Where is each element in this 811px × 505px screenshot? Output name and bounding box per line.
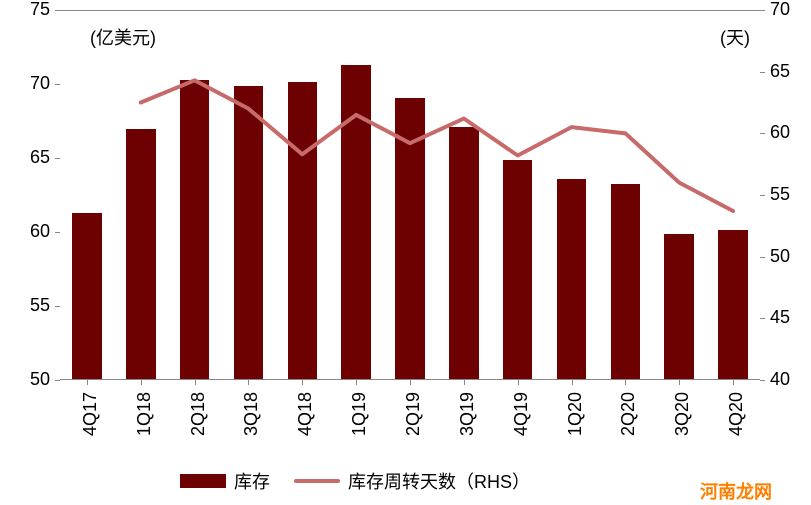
y-right-tick: 45 bbox=[770, 307, 790, 328]
y-right-tick: 65 bbox=[770, 61, 790, 82]
x-category-label: 4Q17 bbox=[80, 392, 101, 436]
bar bbox=[341, 65, 371, 379]
bar bbox=[126, 129, 156, 379]
bar bbox=[395, 98, 425, 379]
y-left-tick: 60 bbox=[0, 221, 50, 242]
watermark: 河南龙网 bbox=[700, 478, 772, 504]
y-right-tick: 40 bbox=[770, 369, 790, 390]
x-category-label: 1Q20 bbox=[565, 392, 586, 436]
x-category-label: 1Q19 bbox=[349, 392, 370, 436]
x-category-label: 4Q19 bbox=[511, 392, 532, 436]
y-left-tick: 65 bbox=[0, 147, 50, 168]
bar bbox=[611, 184, 641, 379]
x-category-label: 2Q19 bbox=[403, 392, 424, 436]
x-category-label: 4Q20 bbox=[726, 392, 747, 436]
bar bbox=[288, 82, 318, 379]
bar bbox=[449, 127, 479, 379]
bar bbox=[664, 234, 694, 379]
bar bbox=[503, 160, 533, 379]
bar bbox=[72, 213, 102, 379]
legend-line-swatch bbox=[294, 479, 340, 483]
y-left-tick: 55 bbox=[0, 295, 50, 316]
plot-area bbox=[60, 10, 760, 380]
x-category-label: 2Q18 bbox=[188, 392, 209, 436]
bar bbox=[557, 179, 587, 379]
y-left-tick: 50 bbox=[0, 369, 50, 390]
legend-label: 库存 bbox=[234, 468, 270, 494]
legend-item: 库存周转天数（RHS） bbox=[294, 468, 530, 494]
y-left-tick: 75 bbox=[0, 0, 50, 20]
x-category-label: 3Q19 bbox=[457, 392, 478, 436]
right-axis-unit: (天) bbox=[720, 24, 750, 50]
legend: 库存 库存周转天数（RHS） bbox=[180, 468, 530, 494]
legend-item: 库存 bbox=[180, 468, 270, 494]
bar bbox=[234, 86, 264, 379]
inventory-chart: 库存 库存周转天数（RHS） 河南龙网 50 55 60 65 70 75 40 45 50 55 6… bbox=[0, 0, 811, 505]
x-category-label: 3Q20 bbox=[672, 392, 693, 436]
y-right-tick: 55 bbox=[770, 184, 790, 205]
x-category-label: 3Q18 bbox=[241, 392, 262, 436]
bar bbox=[180, 80, 210, 379]
y-right-tick: 70 bbox=[770, 0, 790, 20]
bar bbox=[718, 230, 748, 379]
x-category-label: 2Q20 bbox=[618, 392, 639, 436]
y-right-tick: 50 bbox=[770, 246, 790, 267]
y-left-tick: 70 bbox=[0, 73, 50, 94]
legend-label: 库存周转天数（RHS） bbox=[348, 468, 530, 494]
y-right-tick: 60 bbox=[770, 122, 790, 143]
legend-bar-swatch bbox=[180, 474, 226, 488]
left-axis-unit: (亿美元) bbox=[90, 24, 156, 50]
x-category-label: 4Q18 bbox=[295, 392, 316, 436]
x-category-label: 1Q18 bbox=[134, 392, 155, 436]
